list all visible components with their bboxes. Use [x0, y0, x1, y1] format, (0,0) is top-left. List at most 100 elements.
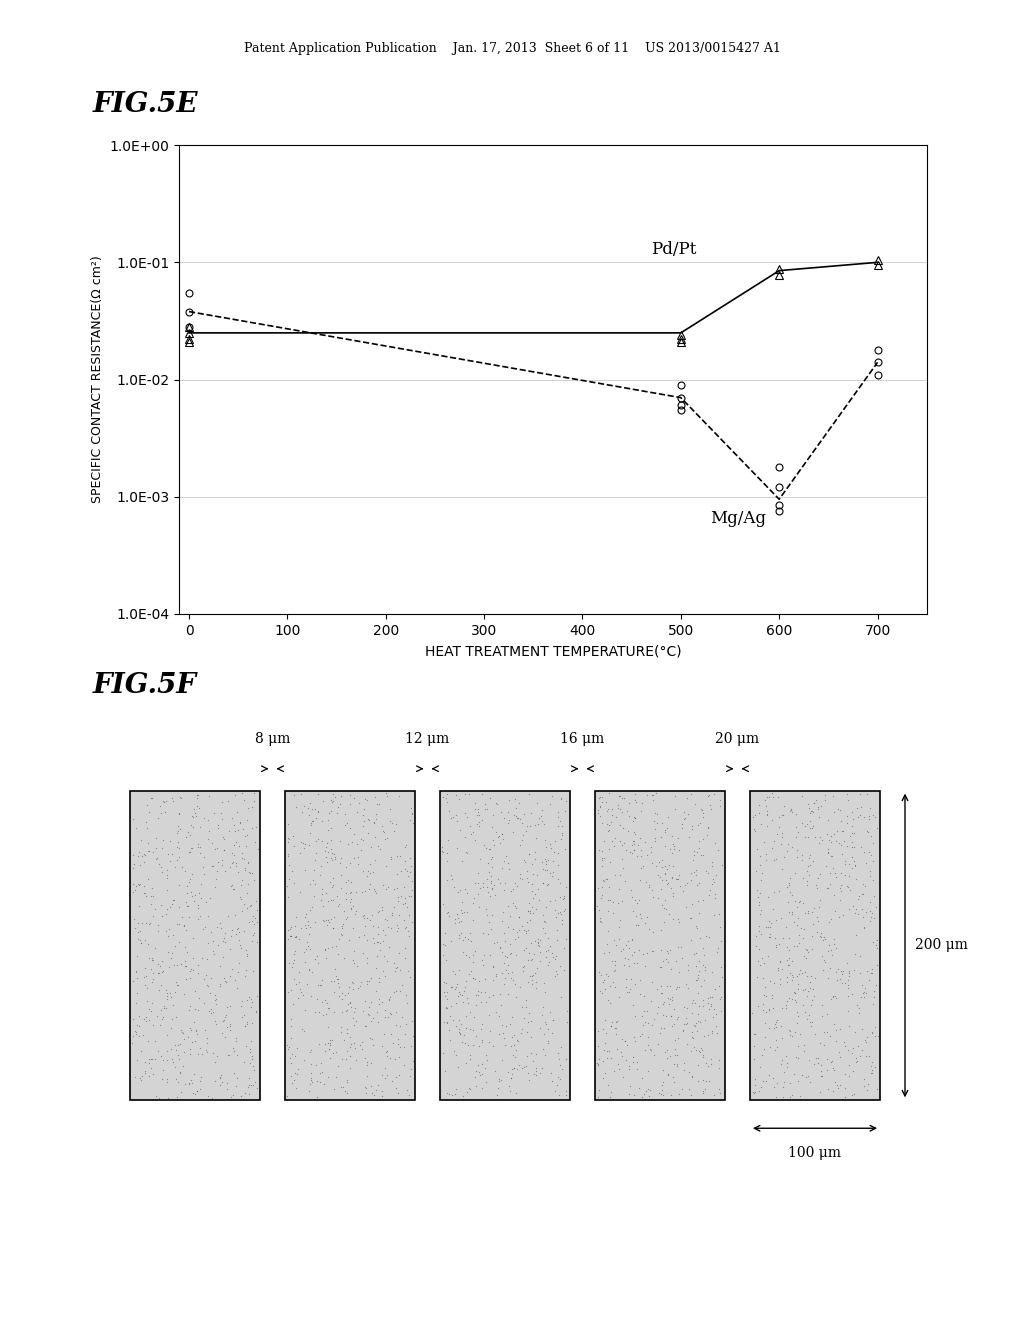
- Point: [203, 921, 219, 942]
- Point: [199, 974, 215, 995]
- Point: [240, 797, 256, 818]
- Point: [627, 783, 643, 804]
- Point: [169, 954, 185, 975]
- Point: [684, 816, 700, 837]
- Point: [654, 850, 671, 871]
- Point: [454, 903, 470, 924]
- Point: [388, 957, 404, 978]
- Point: [187, 1084, 204, 1105]
- Point: [505, 1024, 521, 1045]
- Point: [346, 941, 362, 962]
- Point: [639, 1078, 655, 1100]
- Point: [219, 1044, 236, 1065]
- Point: [781, 800, 798, 821]
- Point: [326, 982, 342, 1003]
- Point: [594, 792, 610, 813]
- Point: [478, 1044, 495, 1065]
- Point: [802, 803, 818, 824]
- Point: [291, 928, 307, 949]
- Point: [601, 1040, 617, 1061]
- Point: [525, 903, 542, 924]
- Point: [848, 924, 864, 945]
- Point: [680, 977, 696, 998]
- Point: [465, 968, 481, 989]
- Point: [649, 997, 666, 1018]
- Point: [159, 899, 175, 920]
- Point: [634, 1023, 650, 1044]
- Point: [322, 1038, 338, 1059]
- Point: [319, 997, 336, 1018]
- Point: [815, 949, 831, 970]
- Point: [289, 1038, 305, 1059]
- Point: [637, 956, 653, 977]
- Point: [819, 842, 836, 863]
- Point: [142, 1057, 159, 1078]
- Point: [800, 941, 816, 962]
- Point: [676, 1012, 692, 1034]
- Point: [595, 1068, 611, 1089]
- Point: [759, 804, 775, 825]
- Point: [137, 1007, 154, 1028]
- Point: [358, 908, 375, 929]
- Point: [857, 978, 873, 999]
- Point: [797, 1002, 813, 1023]
- Point: [809, 878, 825, 899]
- Point: [459, 807, 475, 828]
- Point: [388, 913, 404, 935]
- Point: [557, 801, 573, 822]
- Point: [690, 961, 707, 982]
- Point: [547, 890, 563, 911]
- Point: [769, 1038, 785, 1059]
- Point: [790, 936, 806, 957]
- Point: [531, 1018, 548, 1039]
- Point: [490, 1024, 507, 1045]
- Point: [693, 845, 710, 866]
- Point: [812, 925, 828, 946]
- Point: [245, 960, 261, 981]
- Point: [285, 825, 301, 846]
- Point: [487, 884, 504, 906]
- Point: [847, 855, 863, 876]
- Point: [220, 906, 237, 927]
- Point: [554, 909, 570, 931]
- Point: [803, 1015, 819, 1036]
- Point: [851, 1002, 867, 1023]
- Point: [784, 950, 801, 972]
- Point: [477, 1071, 494, 1092]
- Point: [181, 907, 198, 928]
- Point: [689, 890, 706, 911]
- Point: [596, 970, 612, 991]
- Point: [127, 1067, 143, 1088]
- Point: [438, 998, 455, 1019]
- Point: [470, 884, 486, 906]
- Point: [547, 966, 563, 987]
- Point: [361, 862, 378, 883]
- Point: [334, 1048, 350, 1069]
- Point: [640, 1061, 656, 1082]
- Point: [679, 1034, 695, 1055]
- Point: [230, 921, 247, 942]
- Point: [169, 1035, 185, 1056]
- Point: [855, 842, 871, 863]
- Point: [381, 936, 397, 957]
- Point: [713, 1001, 729, 1022]
- Point: [824, 785, 841, 807]
- Point: [447, 805, 464, 826]
- Point: [794, 785, 810, 807]
- Point: [527, 1043, 544, 1064]
- Point: [343, 898, 359, 919]
- Point: [695, 807, 712, 828]
- Point: [287, 1045, 303, 1067]
- Point: [537, 982, 553, 1003]
- Point: [600, 920, 616, 941]
- Point: [612, 799, 629, 820]
- Point: [621, 948, 637, 969]
- Point: [505, 878, 521, 899]
- Point: [855, 874, 871, 895]
- Point: [687, 969, 703, 990]
- Point: [846, 960, 862, 981]
- Point: [319, 833, 336, 854]
- Point: [756, 999, 772, 1020]
- Point: [368, 882, 384, 903]
- Point: [228, 924, 245, 945]
